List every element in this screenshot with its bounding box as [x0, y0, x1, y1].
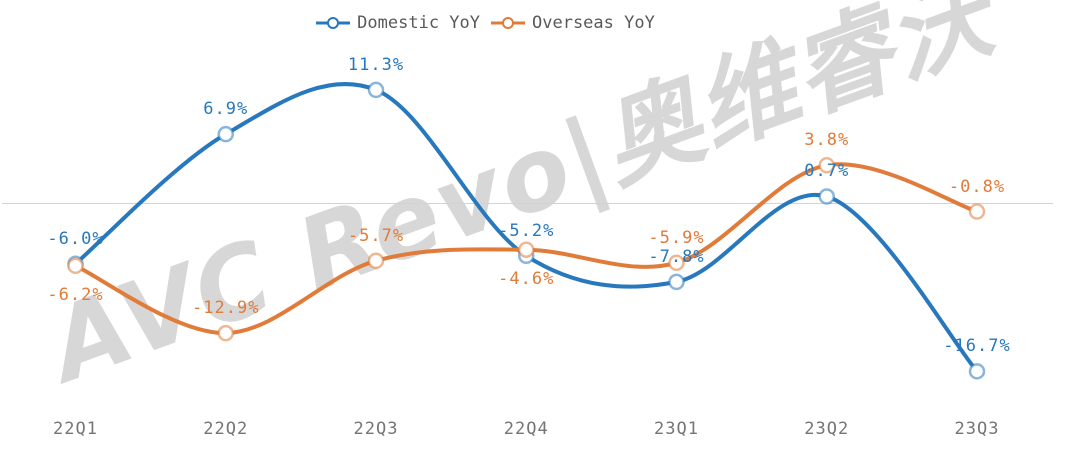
x-axis-label: 22Q2 [203, 419, 249, 439]
x-axis-label: 23Q2 [804, 419, 850, 439]
data-point-marker [67, 257, 84, 275]
data-point-marker [668, 254, 685, 272]
line-circle-marker-icon [491, 17, 525, 29]
data-point-marker [668, 273, 685, 291]
data-label: -6.0% [47, 228, 104, 249]
data-label: -12.9% [192, 298, 260, 319]
data-label: -0.8% [948, 176, 1006, 197]
legend-label-overseas: Overseas YoY [532, 13, 655, 33]
data-point-marker [217, 125, 234, 143]
data-label: 6.9% [203, 99, 249, 120]
data-point-marker [968, 363, 986, 380]
legend: Domestic YoY Overseas YoY [0, 13, 1025, 33]
data-point-marker [217, 324, 234, 342]
legend-item-domestic[interactable]: Domestic YoY [315, 13, 480, 33]
x-axis-label: 22Q1 [53, 419, 98, 439]
legend-label-domestic: Domestic YoY [357, 13, 480, 33]
data-point-marker [367, 252, 385, 270]
x-axis-label: 22Q3 [353, 419, 399, 439]
data-point-marker [968, 203, 986, 220]
data-label: -16.7% [943, 336, 1011, 357]
legend-item-overseas[interactable]: Overseas YoY [490, 13, 655, 33]
data-label: 0.7% [804, 161, 850, 182]
x-axis-label: 23Q1 [654, 419, 699, 439]
line-circle-marker-icon [316, 17, 351, 29]
data-label: -7.8% [648, 246, 705, 267]
data-label: 3.8% [804, 130, 850, 151]
data-label: -6.2% [47, 284, 104, 305]
data-label: -5.2% [498, 220, 555, 241]
data-label: -4.6% [498, 268, 555, 289]
data-point-marker [518, 241, 535, 258]
x-axis-label: 22Q4 [503, 419, 549, 439]
data-label: -5.7% [347, 225, 405, 246]
data-point-marker [367, 81, 385, 99]
data-point-marker [818, 188, 835, 205]
data-label: -5.9% [648, 227, 705, 248]
data-point-marker [818, 157, 835, 174]
data-label: 11.3% [347, 54, 405, 75]
x-axis-label: 23Q3 [954, 419, 1000, 439]
